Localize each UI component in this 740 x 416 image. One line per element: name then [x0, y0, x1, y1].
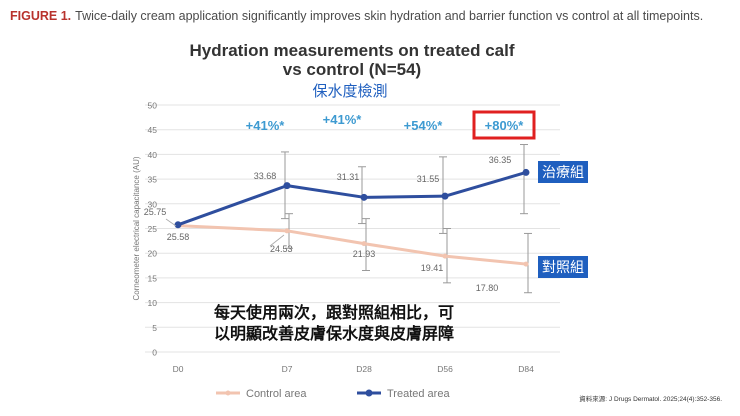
improvement-label: +54%* [404, 118, 444, 133]
treated-data-point [360, 193, 368, 201]
treated-data-point [283, 182, 291, 190]
treated-data-point [441, 192, 449, 200]
improvement-label: +41%* [246, 118, 286, 133]
chart-title-line: vs control (N=54) [283, 60, 421, 79]
control-group-tag: 對照組 [542, 259, 584, 275]
control-data-point [523, 261, 529, 267]
treated-group-tag: 治療組 [542, 164, 584, 180]
y-tick-label: 10 [148, 298, 158, 308]
y-tick-label: 30 [148, 199, 158, 209]
y-axis-label: Corneometer electrical capacitance (AU) [132, 156, 141, 300]
y-tick-label: 20 [148, 249, 158, 259]
label-leader-line [269, 234, 285, 247]
control-data-point [442, 253, 448, 259]
legend-label: Treated area [387, 388, 450, 400]
y-tick-label: 0 [152, 348, 157, 358]
treated-data-point [174, 221, 182, 229]
y-tick-label: 50 [148, 101, 158, 111]
control-value-label: 24.53 [270, 244, 293, 254]
y-tick-label: 40 [148, 150, 158, 160]
control-value-label: 19.41 [421, 263, 444, 273]
treated-value-label: 36.35 [489, 155, 512, 165]
control-data-point [284, 228, 290, 234]
treated-value-label: 33.68 [254, 171, 277, 181]
control-group-tag-bg [538, 256, 588, 278]
treated-value-label: 31.31 [337, 172, 360, 182]
figure-label: FIGURE 1. [10, 9, 72, 23]
x-tick-label: D84 [518, 364, 534, 374]
x-tick-label: D0 [173, 364, 184, 374]
control-value-label: 21.93 [353, 249, 376, 259]
annotation-line: 每天使用兩次，跟對照組相比，可 [214, 303, 454, 322]
control-value-label: 25.58 [167, 232, 190, 242]
figure-caption: FIGURE 1. Twice-daily cream application s… [10, 9, 703, 23]
x-tick-label: D28 [356, 364, 372, 374]
improvement-label: +41%* [323, 112, 363, 127]
source-note: 資料來源: J Drugs Dermatol. 2025;24(4):352-3… [579, 396, 722, 403]
highlight-box [472, 110, 536, 140]
y-tick-label: 35 [148, 175, 158, 185]
y-tick-label: 15 [148, 273, 158, 283]
figure-caption-text: Twice-daily cream application significan… [75, 9, 704, 23]
treated-data-point [522, 168, 530, 176]
chart-title-line: Hydration measurements on treated calf [190, 41, 515, 60]
x-tick-label: D56 [437, 364, 453, 374]
improvement-label: +80%* [485, 118, 525, 133]
annotation-line: 以明顯改善皮膚保水度與皮膚屏障 [214, 324, 454, 343]
treated-group-tag-bg [538, 161, 588, 183]
control-value-label: 17.80 [476, 283, 499, 293]
label-leader-line [165, 218, 177, 227]
chart-title-annotation: 保水度檢測 [312, 83, 387, 100]
legend-swatch-marker [225, 390, 231, 396]
x-tick-label: D7 [282, 364, 293, 374]
treated-value-label: 25.75 [144, 207, 167, 217]
treated-value-label: 31.55 [417, 174, 440, 184]
y-tick-label: 25 [148, 224, 158, 234]
control-data-point [361, 241, 367, 247]
y-tick-label: 5 [152, 323, 157, 333]
legend-label: Control area [246, 388, 307, 400]
y-tick-label: 45 [148, 125, 158, 135]
legend-swatch-marker [365, 389, 373, 397]
